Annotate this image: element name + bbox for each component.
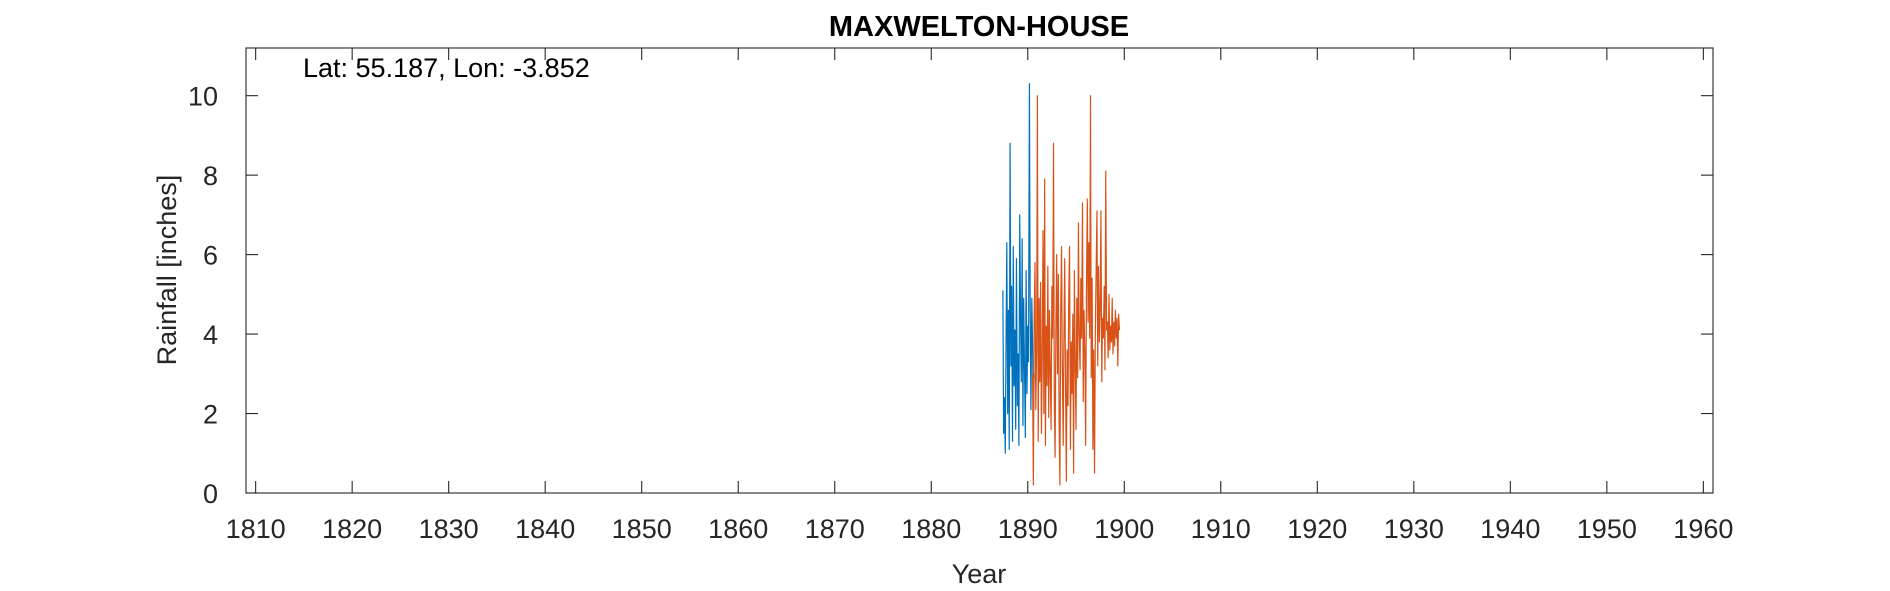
- chart-title: MAXWELTON-HOUSE: [829, 11, 1129, 43]
- plot-box: [245, 47, 1714, 494]
- x-tick-label: 1940: [1480, 514, 1540, 544]
- x-axis: 1810 1820 1830 1840 1850 1860 1870 1880 1890 1900…: [226, 48, 1733, 544]
- plot-background: [246, 48, 1713, 493]
- x-tick-label: 1840: [515, 514, 575, 544]
- x-tick-label: 1860: [708, 514, 768, 544]
- x-tick-label: 1820: [322, 514, 382, 544]
- x-tick-label: 1880: [901, 514, 961, 544]
- x-tick-label: 1920: [1287, 514, 1347, 544]
- x-tick-label: 1870: [805, 514, 865, 544]
- x-tick-label: 1830: [419, 514, 479, 544]
- y-tick-label: 4: [203, 320, 218, 350]
- x-tick-label: 1810: [226, 514, 286, 544]
- x-tick-label: 1850: [612, 514, 672, 544]
- x-tick-label: 1950: [1577, 514, 1637, 544]
- x-tick-label: 1960: [1673, 514, 1733, 544]
- series-line-2: [1031, 95, 1121, 486]
- y-tick-label: 2: [203, 400, 218, 430]
- series-line-1: [1002, 83, 1035, 454]
- location-annotation: Lat: 55.187, Lon: -3.852: [303, 53, 590, 83]
- x-tick-label: 1930: [1384, 514, 1444, 544]
- x-tick-label: 1890: [998, 514, 1058, 544]
- series-layer: [1002, 83, 1121, 486]
- y-axis-label: Rainfall [inches]: [152, 175, 182, 366]
- y-axis: 0 2 4 6 8 10: [188, 82, 1713, 509]
- x-tick-label: 1910: [1191, 514, 1251, 544]
- x-tick-label: 1900: [1094, 514, 1154, 544]
- y-tick-label: 6: [203, 241, 218, 271]
- x-axis-label: Year: [952, 559, 1007, 589]
- y-tick-label: 8: [203, 161, 218, 191]
- y-tick-label: 10: [188, 82, 218, 112]
- y-tick-label: 0: [203, 479, 218, 509]
